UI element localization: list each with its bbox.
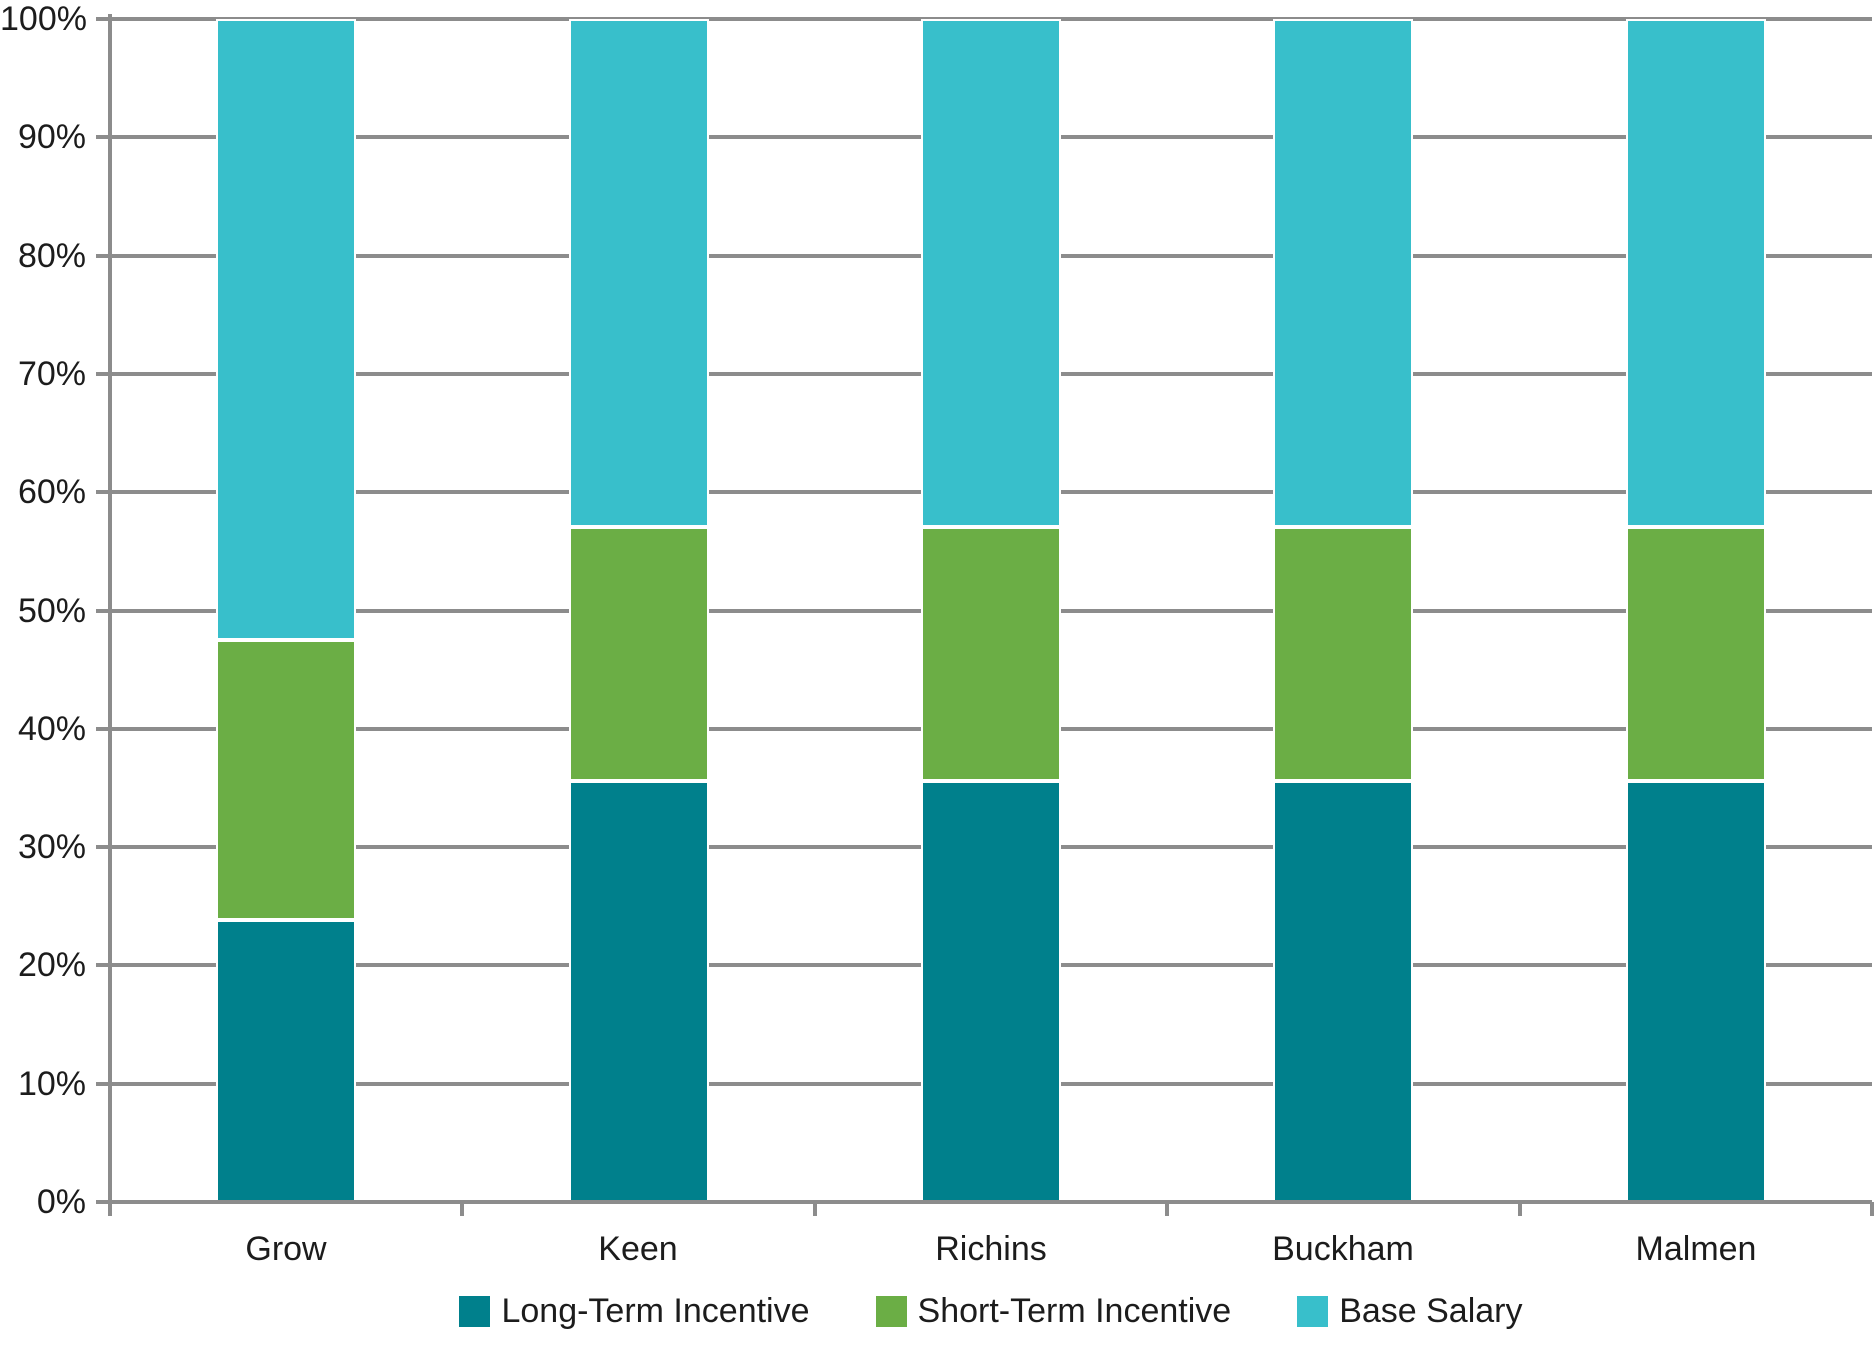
bar-segment <box>216 920 356 1202</box>
category-label: Keen <box>598 1230 678 1268</box>
bar-segment <box>216 19 356 641</box>
bar-segment <box>921 19 1061 527</box>
legend-swatch <box>459 1296 491 1327</box>
legend-item: Base Salary <box>1297 1292 1523 1331</box>
legend: Long-Term Incentive Short-Term Incentive B… <box>110 1292 1872 1331</box>
x-axis-tick <box>460 1202 464 1216</box>
y-axis-line <box>108 14 112 1216</box>
x-axis-tick <box>1518 1202 1522 1216</box>
bar-segment <box>1273 526 1413 781</box>
bar-segment <box>569 19 709 527</box>
bar-segment <box>1626 19 1766 527</box>
y-axis-tick <box>96 609 109 613</box>
y-axis-tick-label: 30% <box>17 828 86 866</box>
legend-item: Long-Term Incentive <box>459 1292 810 1331</box>
legend-label: Base Salary <box>1339 1292 1523 1330</box>
bar-segment <box>921 526 1061 781</box>
legend-swatch <box>875 1296 907 1327</box>
y-axis-tick-label: 60% <box>17 473 86 511</box>
x-axis-tick <box>813 1202 817 1216</box>
category-label: Buckham <box>1272 1230 1414 1268</box>
category-label: Malmen <box>1635 1230 1757 1268</box>
y-axis-tick <box>96 727 109 731</box>
bar-segment <box>216 640 356 921</box>
x-axis-line <box>108 1200 1872 1204</box>
gridline <box>110 17 1872 21</box>
y-axis-tick <box>96 845 109 849</box>
x-axis-tick <box>108 1202 112 1216</box>
bar-segment <box>569 526 709 781</box>
x-axis-tick <box>1870 1202 1874 1216</box>
category-label: Grow <box>245 1230 327 1268</box>
y-axis-tick-label: 80% <box>17 237 86 275</box>
category-label: Richins <box>935 1230 1047 1268</box>
y-axis-tick <box>96 963 109 967</box>
x-axis-tick <box>1165 1202 1169 1216</box>
legend-swatch <box>1297 1296 1329 1327</box>
y-axis-tick <box>96 372 109 376</box>
bar-segment <box>1626 526 1766 781</box>
y-axis-tick-label: 20% <box>17 946 86 984</box>
y-axis-tick <box>96 254 109 258</box>
bar-segment <box>921 780 1061 1202</box>
bar-group <box>921 19 1061 1202</box>
y-axis-tick <box>96 17 109 21</box>
y-axis-tick-label: 40% <box>17 710 86 748</box>
bar-segment <box>1273 780 1413 1202</box>
y-axis-tick <box>96 1200 109 1204</box>
bar-group <box>1626 19 1766 1202</box>
plot-area <box>110 17 1872 1202</box>
y-axis-tick-label: 0% <box>36 1183 86 1221</box>
bar-segment <box>1626 780 1766 1202</box>
legend-item: Short-Term Incentive <box>875 1292 1232 1331</box>
bar-group <box>216 19 356 1202</box>
bar-group <box>569 19 709 1202</box>
y-axis-tick <box>96 490 109 494</box>
y-axis-tick-label: 70% <box>17 355 86 393</box>
y-axis-tick-label: 50% <box>17 592 86 630</box>
y-axis-tick-label: 90% <box>17 118 86 156</box>
bar-group <box>1273 19 1413 1202</box>
y-axis-tick-label: 10% <box>17 1065 86 1103</box>
y-axis-tick <box>96 135 109 139</box>
legend-label: Short-Term Incentive <box>917 1292 1232 1330</box>
y-axis-tick-label: 100% <box>0 0 87 38</box>
y-axis-tick <box>96 1082 109 1086</box>
bar-segment <box>569 780 709 1202</box>
legend-label: Long-Term Incentive <box>501 1292 810 1330</box>
bar-segment <box>1273 19 1413 527</box>
